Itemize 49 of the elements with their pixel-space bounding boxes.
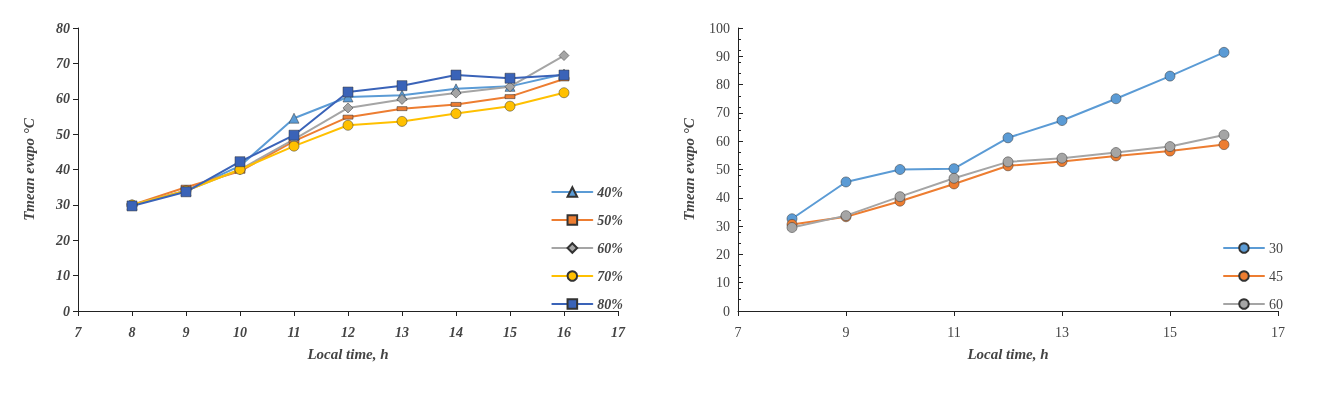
y-tick-label: 80 — [56, 20, 70, 36]
x-tick-label: 7 — [734, 324, 742, 340]
legend-label: 60 — [1269, 296, 1283, 312]
x-tick-label: 13 — [395, 324, 409, 340]
x-tick-label: 10 — [233, 324, 247, 340]
x-tick-label: 14 — [449, 324, 463, 340]
y-tick-label: 30 — [55, 197, 70, 213]
x-tick-label: 15 — [1163, 324, 1177, 340]
x-tick-label: 9 — [842, 324, 850, 340]
legend-label: 45 — [1269, 268, 1283, 284]
x-axis-title: Local time, h — [306, 345, 389, 362]
y-tick-label: 70 — [56, 55, 70, 71]
y-tick-label: 70 — [716, 105, 730, 121]
x-tick-label: 8 — [128, 324, 136, 340]
x-tick-label: 16 — [557, 324, 571, 340]
y-tick-label: 20 — [55, 232, 70, 248]
x-tick-label: 7 — [74, 324, 83, 340]
y-tick-label: 10 — [716, 275, 730, 291]
x-axis-title: Local time, h — [966, 345, 1049, 362]
y-tick-label: 60 — [716, 133, 730, 149]
y-tick-label: 20 — [716, 246, 730, 262]
y-tick-label: 50 — [56, 126, 70, 142]
legend-label: 50% — [597, 212, 624, 228]
y-tick-label: 0 — [63, 303, 70, 319]
y-tick-label: 60 — [56, 91, 70, 107]
y-tick-label: 40 — [55, 162, 70, 177]
y-axis-title: Tmean evapo °C — [680, 117, 697, 221]
y-tick-label: 0 — [723, 303, 730, 319]
x-tick-label: 9 — [182, 324, 190, 340]
y-axis-title: Tmean evapo °C — [20, 117, 37, 221]
y-tick-label: 90 — [716, 48, 730, 64]
legend-label: 40% — [596, 184, 624, 200]
legend-label: 30 — [1269, 240, 1283, 256]
y-tick-label: 30 — [716, 218, 730, 234]
y-tick-label: 100 — [709, 20, 730, 36]
x-tick-label: 11 — [287, 324, 301, 340]
y-tick-label: 50 — [716, 162, 730, 177]
x-tick-label: 17 — [611, 324, 626, 340]
y-tick-label: 10 — [56, 268, 70, 284]
x-tick-label: 15 — [503, 324, 517, 340]
legend-label: 60% — [597, 240, 624, 256]
x-tick-label: 12 — [341, 324, 355, 340]
legend-label: 70% — [597, 268, 624, 284]
y-tick-label: 40 — [716, 190, 730, 206]
legend-label: 80% — [597, 296, 624, 312]
x-tick-label: 17 — [1271, 324, 1285, 340]
y-tick-label: 80 — [716, 77, 730, 93]
x-tick-label: 11 — [947, 324, 961, 340]
x-tick-label: 13 — [1055, 324, 1069, 340]
